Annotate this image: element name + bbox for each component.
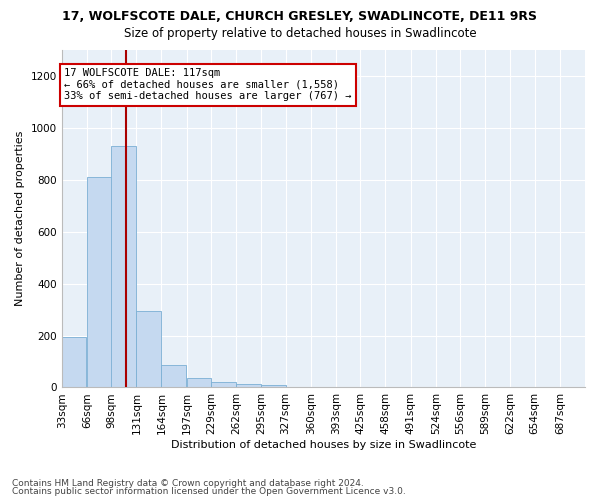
Bar: [187, 378, 211, 388]
Bar: [236, 384, 261, 388]
Bar: [136, 311, 161, 388]
Bar: [111, 146, 136, 388]
X-axis label: Distribution of detached houses by size in Swadlincote: Distribution of detached houses by size …: [170, 440, 476, 450]
Bar: [87, 177, 112, 388]
Text: Contains HM Land Registry data © Crown copyright and database right 2024.: Contains HM Land Registry data © Crown c…: [12, 478, 364, 488]
Text: 17, WOLFSCOTE DALE, CHURCH GRESLEY, SWADLINCOTE, DE11 9RS: 17, WOLFSCOTE DALE, CHURCH GRESLEY, SWAD…: [62, 10, 538, 23]
Bar: [261, 385, 286, 388]
Text: 17 WOLFSCOTE DALE: 117sqm
← 66% of detached houses are smaller (1,558)
33% of se: 17 WOLFSCOTE DALE: 117sqm ← 66% of detac…: [64, 68, 352, 102]
Bar: [161, 364, 186, 388]
Bar: [211, 382, 236, 388]
Text: Size of property relative to detached houses in Swadlincote: Size of property relative to detached ho…: [124, 28, 476, 40]
Text: Contains public sector information licensed under the Open Government Licence v3: Contains public sector information licen…: [12, 487, 406, 496]
Y-axis label: Number of detached properties: Number of detached properties: [15, 131, 25, 306]
Bar: [62, 337, 86, 388]
